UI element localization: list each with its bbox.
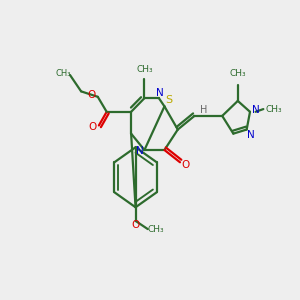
Text: CH₃: CH₃ <box>265 105 282 114</box>
Text: O: O <box>131 220 140 230</box>
Text: H: H <box>200 106 207 116</box>
Text: N: N <box>252 106 260 116</box>
Text: N: N <box>136 146 144 156</box>
Text: O: O <box>87 91 95 100</box>
Text: CH₃: CH₃ <box>56 69 71 78</box>
Text: O: O <box>182 160 190 170</box>
Text: S: S <box>165 94 172 104</box>
Text: O: O <box>88 122 96 132</box>
Text: N: N <box>247 130 255 140</box>
Text: CH₃: CH₃ <box>230 69 246 78</box>
Text: CH₃: CH₃ <box>147 225 164 234</box>
Text: N: N <box>156 88 164 98</box>
Text: CH₃: CH₃ <box>136 65 153 74</box>
